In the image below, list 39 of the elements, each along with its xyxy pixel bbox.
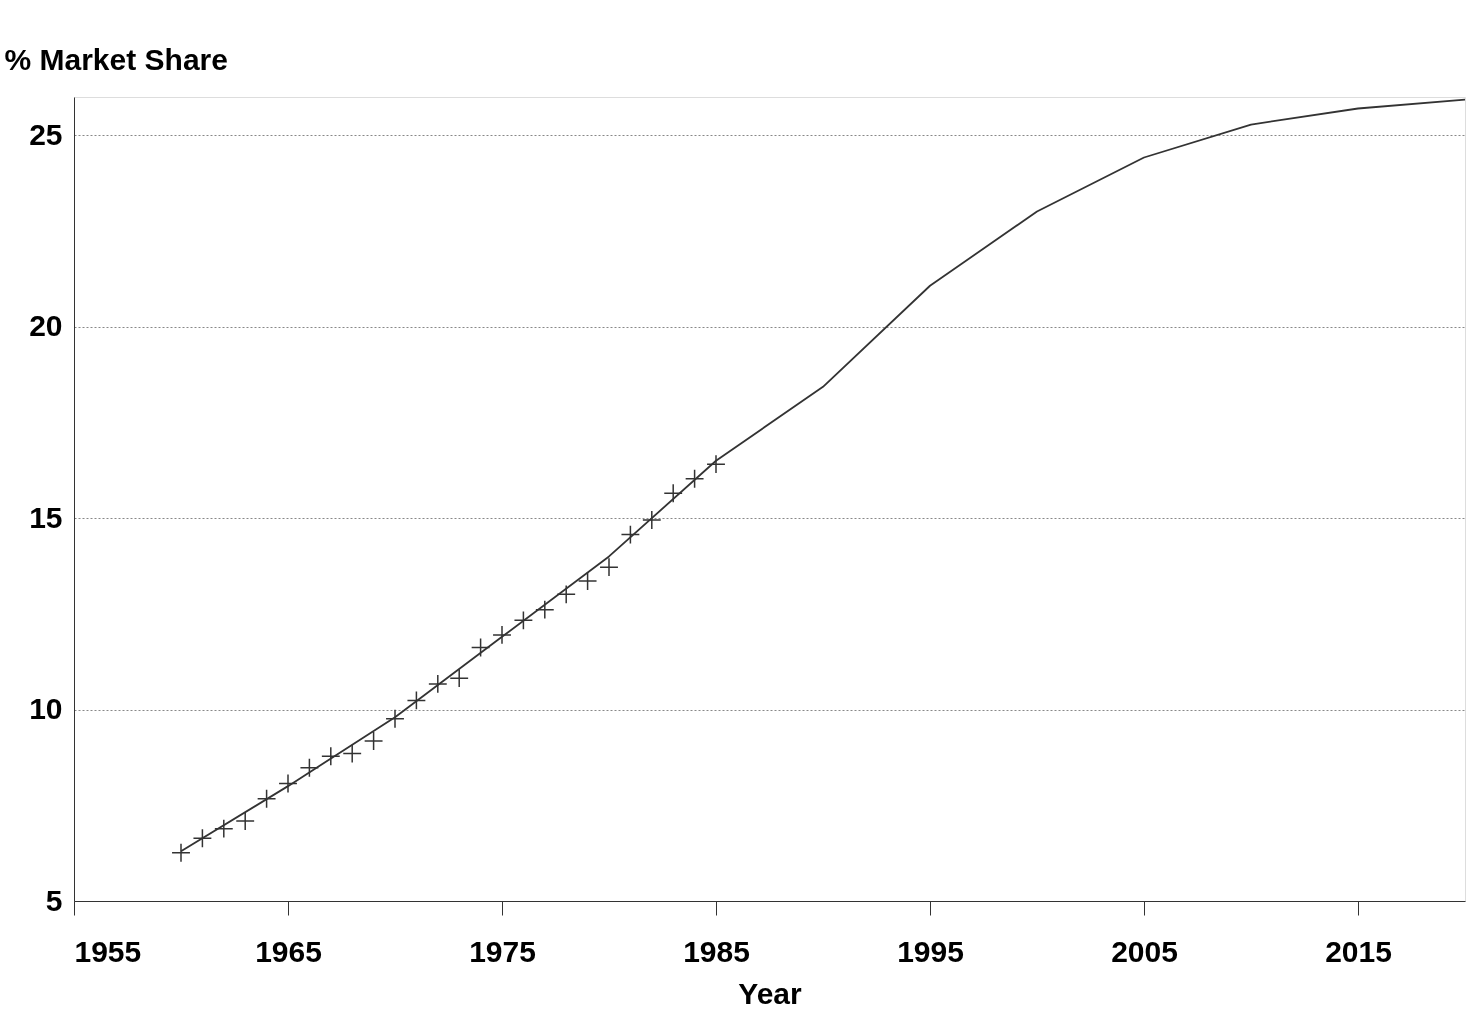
x-axis-title: Year xyxy=(738,976,803,1010)
y-tick-label: 15 xyxy=(29,500,63,534)
point xyxy=(363,731,384,751)
point xyxy=(663,483,683,503)
point xyxy=(406,690,427,711)
x-tick-label: 1975 xyxy=(469,934,536,968)
x-tick-label: 1965 xyxy=(255,934,322,968)
point xyxy=(492,625,512,645)
point xyxy=(535,599,555,620)
y-tick-label: 20 xyxy=(29,309,63,343)
point xyxy=(278,773,298,794)
point xyxy=(449,668,469,688)
y-tick-label: 25 xyxy=(29,117,63,151)
point xyxy=(577,571,598,591)
point xyxy=(342,743,362,764)
y-tick-label: 10 xyxy=(29,692,63,726)
point xyxy=(171,843,191,863)
point xyxy=(599,557,619,577)
x-tick-label: 1985 xyxy=(683,934,750,968)
y-tick-label: 5 xyxy=(45,883,63,917)
point xyxy=(214,818,234,839)
x-tick-label: 1995 xyxy=(897,934,964,968)
x-tick-label: 2005 xyxy=(1111,934,1178,968)
point xyxy=(385,709,405,729)
y-axis-title: % Market Share xyxy=(4,42,228,76)
point xyxy=(513,610,534,631)
point xyxy=(470,637,491,658)
point xyxy=(256,789,277,809)
point xyxy=(642,510,662,530)
point xyxy=(299,758,320,778)
point xyxy=(620,524,641,545)
point xyxy=(192,828,213,848)
point xyxy=(706,454,726,474)
point xyxy=(684,469,705,489)
point xyxy=(428,674,448,694)
x-tick-label: 2015 xyxy=(1325,934,1392,968)
point xyxy=(235,811,255,831)
x-tick-label: 1955 xyxy=(74,934,142,968)
point xyxy=(321,746,341,766)
